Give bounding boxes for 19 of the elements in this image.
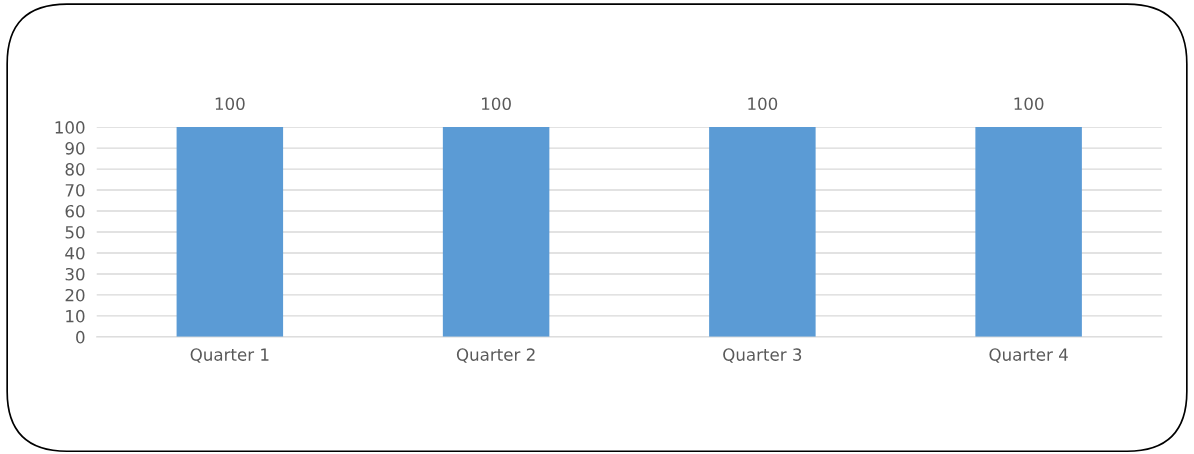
x-tick-label: Quarter 2 (456, 348, 535, 363)
y-tick-label: 30 (65, 267, 85, 281)
data-label: 100 (748, 97, 778, 110)
y-tick-label: 0 (76, 330, 85, 344)
y-tick-label: 20 (65, 288, 85, 302)
y-tick-label: 10 (66, 309, 85, 323)
data-label: 100 (1014, 97, 1044, 110)
data-label: 100 (482, 97, 511, 110)
data-label: 100 (215, 97, 245, 110)
y-tick-label: 90 (65, 142, 85, 155)
y-tick-label: 50 (65, 225, 85, 239)
y-tick-label: 70 (65, 184, 85, 197)
y-tick-label: 60 (65, 204, 85, 218)
y-tick-label: 40 (65, 246, 85, 260)
y-tick-label: 100 (55, 121, 85, 134)
y-tick-label: 80 (65, 163, 85, 176)
x-tick-label: Quarter 3 (723, 348, 802, 363)
x-tick-label: Quarter 1 (190, 348, 269, 363)
x-tick-label: Quarter 4 (989, 348, 1068, 363)
